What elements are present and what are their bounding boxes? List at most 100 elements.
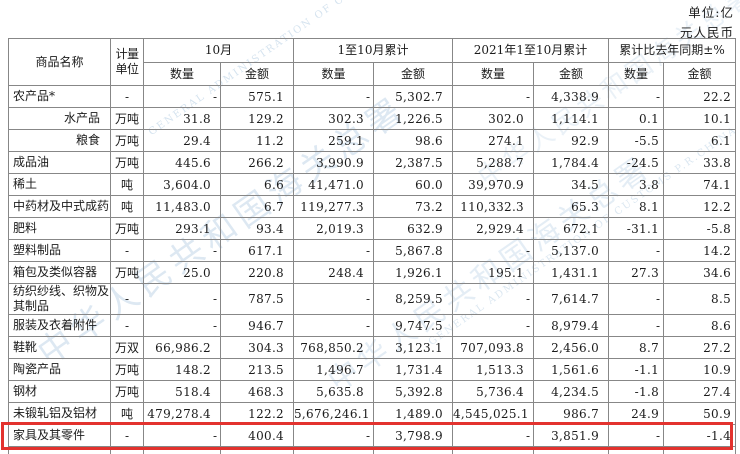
value-cell: 266.2	[220, 151, 294, 174]
header-unit: 计量单位	[110, 38, 144, 86]
value-cell: 946.7	[220, 314, 294, 337]
value-cell: 148.2	[143, 358, 221, 381]
value-cell: 60.0	[373, 173, 453, 196]
empty-cell	[110, 446, 144, 454]
table-row	[8, 446, 737, 454]
value-cell: 8.5	[663, 283, 737, 315]
header-group-yoy: 累计比去年同期±%	[608, 38, 737, 63]
unit-cell: -	[110, 85, 144, 108]
unit-note-line1: 单位:亿	[688, 5, 734, 20]
value-cell: 274.1	[452, 129, 534, 152]
value-cell: 5,137.0	[532, 239, 610, 262]
value-cell: 5,867.8	[373, 239, 453, 262]
value-cell: 5,676,246.1	[293, 402, 374, 425]
unit-cell: 万吨	[110, 129, 144, 152]
value-cell: 3,851.9	[532, 424, 610, 447]
unit-cell: -	[110, 283, 144, 315]
unit-cell: 吨	[110, 195, 144, 218]
value-cell: -31.1	[608, 217, 665, 240]
table-row: 纺织纱线、织物及其制品 - -787.5-8,259.5-7,614.7-8.5	[8, 283, 737, 315]
value-cell: -	[608, 283, 665, 315]
value-cell: 293.1	[143, 217, 221, 240]
table-row: 中药材及中式成药吨 11,483.0 6.7 119,277.3 73.2 110,332…	[8, 195, 737, 218]
value-cell: 27.3	[608, 261, 665, 284]
value-cell: 0.1	[608, 107, 665, 130]
value-cell: 302.3	[293, 107, 374, 130]
subheader-quantity: 数量	[608, 62, 665, 86]
unit-cell: 万吨	[110, 107, 144, 130]
commodity-name-cell: 粮食	[8, 129, 111, 152]
value-cell: -	[293, 283, 374, 315]
value-cell: 672.1	[532, 217, 610, 240]
value-cell: 518.4	[143, 380, 221, 403]
value-cell: -	[452, 283, 534, 315]
value-cell: -	[143, 424, 221, 447]
value-cell: 5,736.4	[452, 380, 534, 403]
value-cell: -	[452, 239, 534, 262]
empty-cell	[143, 446, 221, 454]
commodity-name-cell: 水产品	[8, 107, 111, 130]
unit-cell: 万吨	[110, 261, 144, 284]
value-cell: -	[143, 314, 221, 337]
value-cell: 41,471.0	[293, 173, 374, 196]
commodity-name-cell: 服装及衣着附件	[8, 314, 111, 337]
value-cell: 3,990.9	[293, 151, 374, 174]
subheader-quantity: 数量	[293, 62, 374, 86]
commodity-name-cell: 鞋靴	[8, 336, 111, 359]
value-cell: 195.1	[452, 261, 534, 284]
table-row: 成品油 万吨 445.6 266.2 3,990.9 2,387.5 5,288.7 1,78…	[8, 151, 737, 174]
value-cell: 65.3	[532, 195, 610, 218]
value-cell: 1,496.7	[293, 358, 374, 381]
unit-cell: 万吨	[110, 358, 144, 381]
commodity-name-cell: 钢材	[8, 380, 111, 403]
value-cell: 259.1	[293, 129, 374, 152]
subheader-amount: 金额	[220, 62, 294, 86]
value-cell: 5,288.7	[452, 151, 534, 174]
value-cell: 2,456.0	[532, 336, 610, 359]
table-row: 未锻轧铝及铝材吨 479,278.4 122.2 5,676,246.1 1,489.0…	[8, 402, 737, 425]
value-cell: -5.8	[663, 217, 737, 240]
value-cell: -	[608, 85, 665, 108]
value-cell: -	[452, 424, 534, 447]
value-cell: 213.5	[220, 358, 294, 381]
empty-cell	[293, 446, 374, 454]
value-cell: -1.8	[608, 380, 665, 403]
commodity-name-cell: 箱包及类似容器	[8, 261, 111, 284]
value-cell: 10.1	[663, 107, 737, 130]
header-group-ytd: 1至10月累计	[293, 38, 453, 63]
value-cell: 27.2	[663, 336, 737, 359]
unit-cell: 吨	[110, 173, 144, 196]
commodity-name-cell: 纺织纱线、织物及其制品	[8, 283, 111, 315]
value-cell: 707,093.8	[452, 336, 534, 359]
value-cell: 110,332.3	[452, 195, 534, 218]
table-row: 稀土吨 3,604.0 6.6 41,471.0 60.0 39,970.9 34.5 3.8…	[8, 173, 737, 196]
value-cell: 31.8	[143, 107, 221, 130]
table-row: 家具及其零件 - -400.4-3,798.9-3,851.9- -1.4	[8, 424, 737, 447]
value-cell: -1.1	[608, 358, 665, 381]
unit-cell: -	[110, 239, 144, 262]
table-row: 粮食 万吨 29.4 11.2 259.1 98.6 274.1 92.9 -5.5 6.1	[8, 129, 737, 152]
value-cell: 8.6	[663, 314, 737, 337]
header-commodity: 商品名称	[8, 38, 111, 86]
unit-note-line2: 元人民币	[679, 25, 734, 40]
header-group-october: 10月	[143, 38, 294, 63]
value-cell: 6.6	[220, 173, 294, 196]
unit-cell: 吨	[110, 402, 144, 425]
value-cell: 5,392.8	[373, 380, 453, 403]
value-cell: -	[608, 239, 665, 262]
value-cell: 1,489.0	[373, 402, 453, 425]
subheader-quantity: 数量	[143, 62, 221, 86]
value-cell: 768,850.2	[293, 336, 374, 359]
value-cell: 4,234.5	[532, 380, 610, 403]
value-cell: 1,114.1	[532, 107, 610, 130]
value-cell: 4,338.9	[532, 85, 610, 108]
value-cell: 5,635.8	[293, 380, 374, 403]
value-cell: 8,259.5	[373, 283, 453, 315]
unit-cell: 万吨	[110, 380, 144, 403]
value-cell: 1,926.1	[373, 261, 453, 284]
value-cell: 92.9	[532, 129, 610, 152]
subheader-amount: 金额	[663, 62, 737, 86]
value-cell: 445.6	[143, 151, 221, 174]
value-cell: 220.8	[220, 261, 294, 284]
